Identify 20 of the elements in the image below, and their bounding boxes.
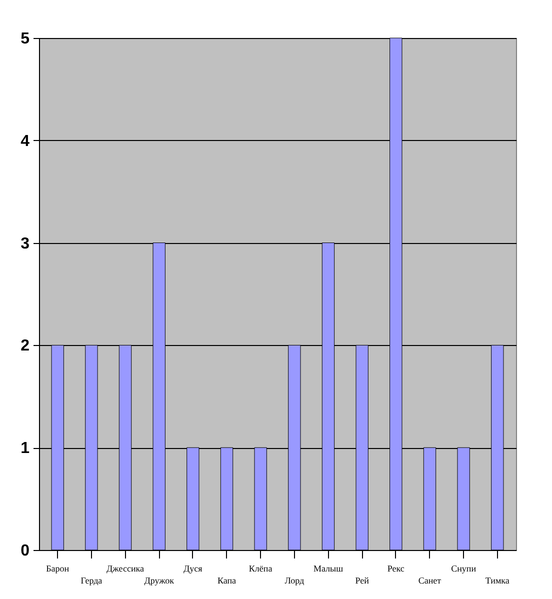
y-tick-label: 5: [20, 30, 30, 48]
y-tick-label: 3: [20, 235, 30, 252]
y-tick-label: 4: [20, 132, 30, 150]
x-tick-label: Клёпа: [248, 564, 272, 574]
x-tick-label: Малыш: [313, 564, 344, 574]
x-tick-label: Тимка: [485, 576, 510, 586]
y-tick-label: 0: [20, 542, 30, 560]
x-tick-label: Рекс: [387, 564, 404, 574]
x-tick-label: Лорд: [284, 576, 305, 586]
x-tick-label: Капа: [217, 576, 236, 586]
x-tick-label: Рей: [355, 576, 370, 586]
x-tick-label: Герда: [80, 576, 102, 586]
x-tick-label: Джессика: [106, 564, 144, 574]
x-tick-label: Барон: [46, 564, 70, 574]
y-tick-label: 2: [20, 338, 30, 355]
x-tick-label: Дуся: [184, 564, 202, 574]
x-tick-label: Дружок: [144, 576, 175, 586]
x-tick-label: Снупи: [451, 564, 476, 574]
x-tick-label: Санет: [418, 576, 442, 586]
y-tick-label: 1: [20, 440, 30, 458]
